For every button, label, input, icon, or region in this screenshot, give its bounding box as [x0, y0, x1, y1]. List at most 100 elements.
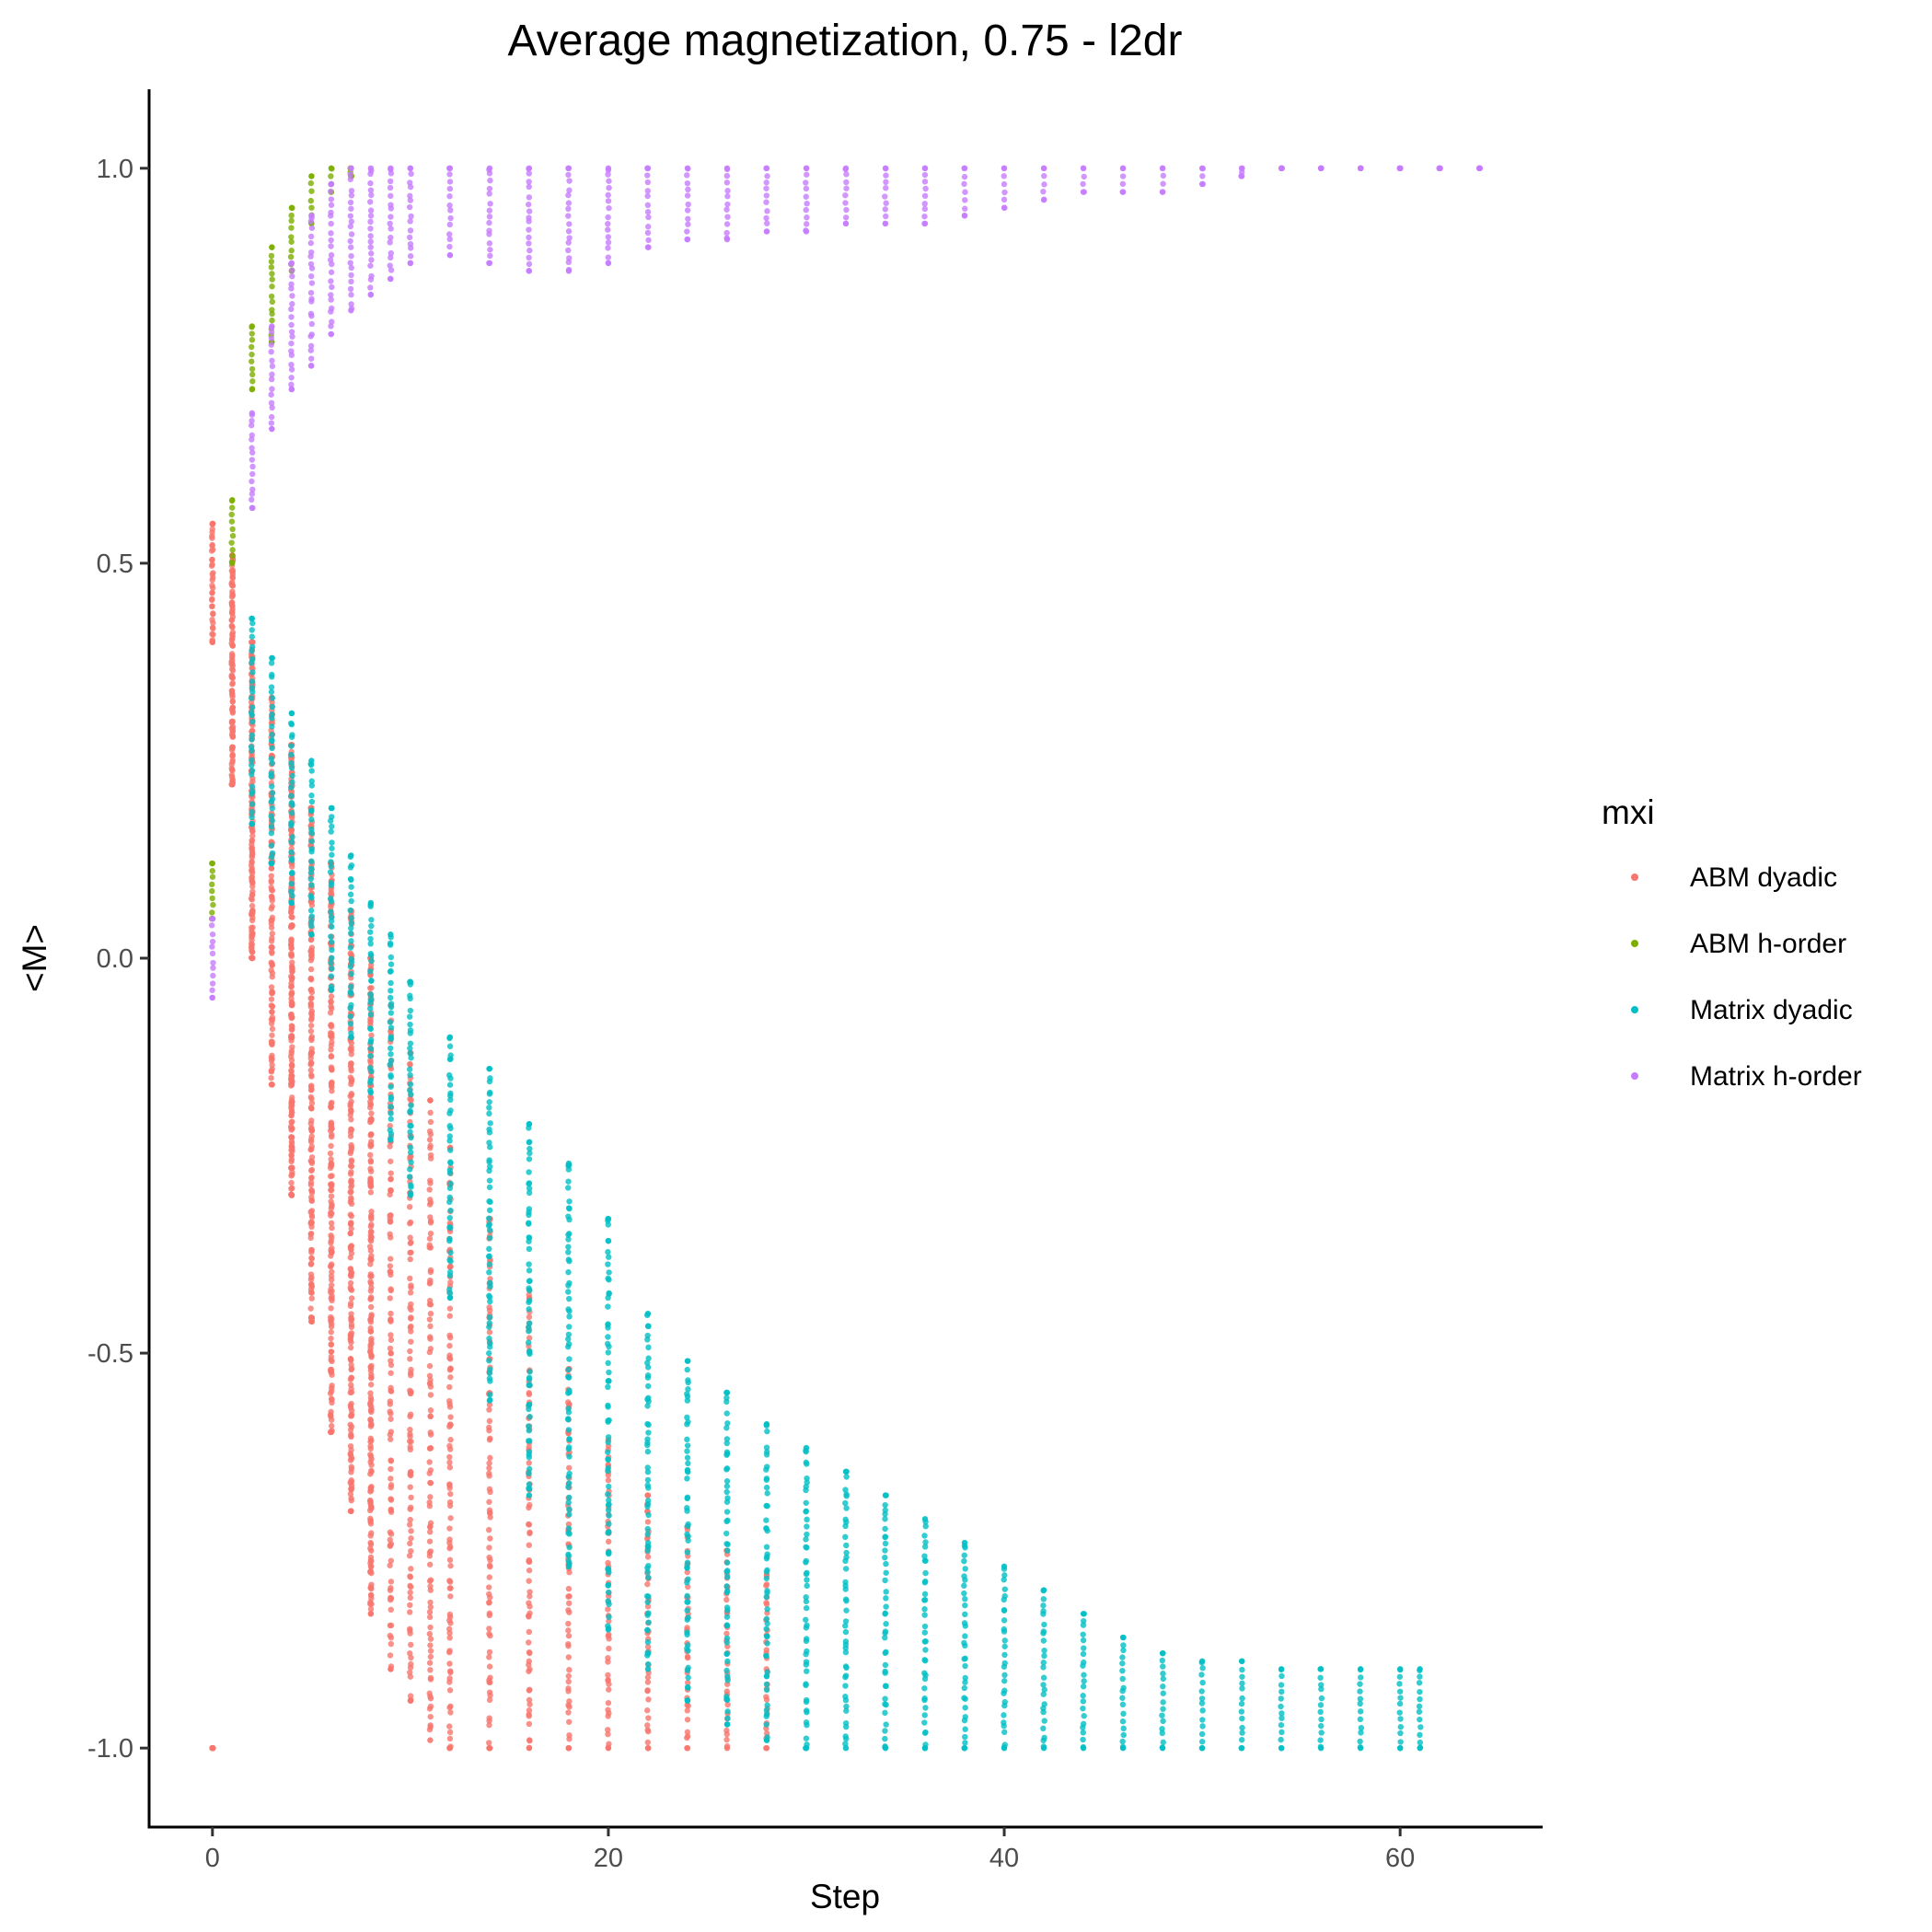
- point-matrix-dyadic: [685, 1664, 691, 1672]
- point-matrix-h-order: [348, 165, 354, 172]
- point-matrix-dyadic: [308, 826, 315, 833]
- point-matrix-dyadic: [307, 893, 314, 899]
- point-matrix-dyadic: [288, 759, 295, 767]
- point-abm-dyadic: [249, 891, 256, 898]
- point-matrix-dyadic: [388, 1058, 395, 1064]
- point-abm-dyadic: [288, 913, 295, 920]
- point-matrix-dyadic: [1317, 1702, 1325, 1708]
- point-matrix-dyadic: [1396, 1744, 1404, 1752]
- point-matrix-h-order: [724, 193, 731, 200]
- point-matrix-dyadic: [565, 1336, 572, 1342]
- point-matrix-h-order: [209, 915, 216, 922]
- point-matrix-dyadic: [408, 1102, 414, 1109]
- point-matrix-dyadic: [961, 1639, 967, 1647]
- point-matrix-dyadic: [842, 1618, 850, 1625]
- point-matrix-dyadic: [961, 1620, 968, 1626]
- point-matrix-dyadic: [268, 684, 275, 690]
- point-matrix-h-order: [269, 404, 275, 411]
- point-abm-dyadic: [526, 1649, 533, 1656]
- point-abm-dyadic: [367, 1568, 374, 1575]
- point-abm-dyadic: [209, 596, 215, 604]
- point-abm-dyadic: [407, 1609, 413, 1615]
- point-matrix-dyadic: [526, 1150, 533, 1157]
- point-abm-dyadic: [347, 1101, 353, 1107]
- point-matrix-dyadic: [803, 1536, 809, 1543]
- point-abm-dyadic: [347, 1451, 354, 1458]
- point-matrix-dyadic: [1040, 1725, 1047, 1732]
- point-matrix-h-order: [388, 254, 394, 261]
- point-matrix-dyadic: [764, 1620, 770, 1627]
- point-matrix-dyadic: [1120, 1725, 1127, 1732]
- point-abm-dyadic: [426, 1529, 434, 1535]
- point-matrix-h-order: [1198, 180, 1206, 188]
- point-matrix-dyadic: [843, 1542, 850, 1549]
- point-matrix-dyadic: [307, 919, 315, 925]
- point-matrix-dyadic: [723, 1639, 730, 1646]
- point-matrix-dyadic: [1239, 1680, 1245, 1687]
- point-abm-dyadic: [367, 1471, 374, 1477]
- point-abm-dyadic: [407, 1234, 413, 1241]
- point-abm-h-order: [288, 204, 295, 211]
- point-abm-dyadic: [565, 1620, 572, 1627]
- point-matrix-h-order: [486, 207, 492, 214]
- point-matrix-dyadic: [606, 1369, 612, 1376]
- point-matrix-h-order: [921, 171, 929, 179]
- point-matrix-dyadic: [288, 765, 295, 771]
- point-matrix-dyadic: [763, 1421, 770, 1428]
- point-abm-dyadic: [348, 1116, 354, 1123]
- point-abm-dyadic: [407, 1589, 413, 1596]
- point-matrix-dyadic: [327, 869, 334, 875]
- point-abm-dyadic: [367, 1316, 374, 1324]
- point-matrix-dyadic: [763, 1444, 770, 1451]
- point-matrix-h-order: [289, 333, 295, 340]
- point-matrix-dyadic: [328, 828, 334, 835]
- point-abm-h-order: [288, 225, 295, 231]
- point-abm-dyadic: [307, 1234, 314, 1242]
- point-abm-dyadic: [307, 1271, 315, 1278]
- point-matrix-h-order: [249, 410, 256, 417]
- point-matrix-h-order: [348, 192, 355, 199]
- point-matrix-h-order: [288, 348, 295, 354]
- point-abm-dyadic: [486, 1406, 492, 1413]
- point-matrix-h-order: [644, 188, 651, 194]
- point-matrix-dyadic: [684, 1697, 691, 1704]
- point-abm-dyadic: [348, 1382, 354, 1388]
- point-matrix-dyadic: [407, 1071, 413, 1079]
- point-abm-dyadic: [269, 1014, 276, 1021]
- point-matrix-dyadic: [882, 1630, 888, 1637]
- point-abm-dyadic: [229, 704, 237, 711]
- point-abm-dyadic: [446, 1585, 453, 1591]
- point-matrix-h-order: [388, 249, 394, 257]
- point-matrix-dyadic: [406, 1013, 413, 1020]
- point-matrix-dyadic: [684, 1629, 690, 1636]
- point-abm-dyadic: [368, 1557, 375, 1565]
- point-matrix-dyadic: [644, 1468, 652, 1475]
- point-matrix-h-order: [605, 171, 611, 178]
- point-abm-dyadic: [367, 1611, 375, 1617]
- point-matrix-dyadic: [764, 1551, 770, 1557]
- point-matrix-dyadic: [1239, 1715, 1245, 1722]
- point-matrix-h-order: [388, 192, 394, 200]
- point-matrix-dyadic: [1239, 1673, 1245, 1680]
- point-abm-dyadic: [566, 1667, 573, 1673]
- point-matrix-h-order: [249, 496, 255, 503]
- y-tick-label: -0.5: [87, 1339, 133, 1369]
- point-abm-dyadic: [388, 1606, 394, 1613]
- point-abm-dyadic: [229, 632, 236, 640]
- point-matrix-h-order: [763, 165, 770, 172]
- point-matrix-dyadic: [249, 627, 255, 633]
- point-abm-dyadic: [388, 1429, 395, 1435]
- point-abm-dyadic: [407, 1669, 413, 1676]
- point-matrix-h-order: [446, 236, 453, 243]
- point-matrix-dyadic: [1278, 1703, 1284, 1710]
- point-matrix-h-order: [407, 218, 413, 225]
- point-matrix-dyadic: [328, 896, 334, 902]
- point-matrix-dyadic: [1396, 1688, 1404, 1695]
- point-matrix-dyadic: [1358, 1725, 1365, 1731]
- point-matrix-h-order: [843, 206, 850, 214]
- point-matrix-dyadic: [882, 1554, 888, 1561]
- point-abm-dyadic: [446, 1502, 454, 1510]
- point-matrix-dyadic: [1040, 1628, 1047, 1635]
- point-abm-dyadic: [348, 1431, 354, 1438]
- point-abm-dyadic: [308, 1100, 316, 1106]
